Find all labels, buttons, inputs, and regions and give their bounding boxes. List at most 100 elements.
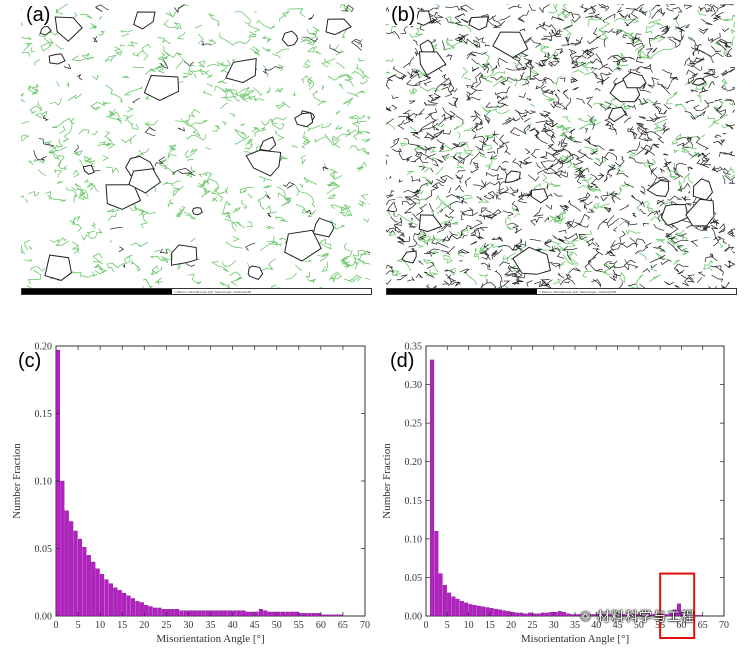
boundary-segment — [436, 139, 445, 151]
boundary-segment — [415, 273, 423, 279]
boundary-segment — [106, 263, 115, 273]
boundary-segment — [154, 156, 165, 167]
boundary-segment — [656, 199, 666, 207]
boundary-segment — [473, 39, 481, 49]
boundary-segment — [390, 216, 398, 223]
boundary-segment — [517, 4, 520, 8]
histogram-bar — [570, 614, 575, 617]
grain-boundary-map-a — [21, 4, 370, 288]
scale-bar-fill-a — [22, 289, 172, 294]
histogram-bar — [685, 615, 690, 617]
boundary-segment — [87, 182, 95, 188]
boundary-segment — [142, 286, 144, 288]
boundary-segment — [481, 255, 490, 260]
boundary-segment — [279, 155, 288, 162]
boundary-segment — [132, 97, 141, 104]
boundary-segment — [472, 134, 485, 143]
boundary-segment — [560, 144, 571, 156]
grain-outline — [294, 112, 314, 128]
boundary-segment — [91, 222, 97, 229]
boundary-segment — [442, 107, 453, 121]
boundary-segment — [441, 221, 447, 230]
boundary-segment — [552, 57, 560, 63]
boundary-segment — [421, 176, 434, 187]
boundary-segment — [477, 144, 492, 159]
boundary-segment — [480, 278, 488, 288]
boundary-segment — [566, 41, 576, 46]
boundary-segment — [241, 90, 255, 100]
boundary-segment — [53, 169, 63, 179]
boundary-segment — [684, 99, 695, 104]
boundary-segment — [330, 204, 346, 214]
boundary-segment — [660, 259, 672, 266]
boundary-segment — [470, 152, 486, 165]
boundary-segment — [132, 66, 145, 69]
boundary-segment — [556, 30, 563, 36]
boundary-segment — [676, 136, 692, 147]
boundary-segment — [633, 38, 641, 44]
boundary-segment — [409, 126, 417, 132]
histogram-bar — [519, 612, 524, 617]
boundary-segment — [184, 147, 198, 159]
boundary-segment — [326, 181, 339, 187]
boundary-segment — [568, 240, 579, 247]
boundary-segment — [557, 157, 569, 163]
boundary-segment — [608, 148, 615, 151]
y-tick-label: 0.20 — [35, 342, 53, 353]
boundary-segment — [71, 94, 78, 99]
boundary-segment — [507, 74, 523, 81]
y-tick-label: 0.25 — [405, 419, 423, 430]
boundary-segment — [656, 105, 668, 115]
boundary-segment — [620, 217, 630, 227]
boundary-segment — [604, 118, 615, 126]
boundary-segment — [63, 63, 72, 70]
boundary-segment — [394, 225, 402, 232]
histogram-bar — [325, 614, 330, 617]
x-tick-label: 35 — [206, 620, 216, 631]
boundary-segment — [508, 5, 522, 10]
histogram-bar — [587, 614, 592, 617]
boundary-segment — [41, 110, 48, 120]
boundary-segment — [653, 223, 665, 231]
boundary-segment — [687, 63, 693, 68]
boundary-segment — [590, 150, 598, 156]
histogram-bar — [506, 611, 511, 617]
histogram-bar — [289, 611, 294, 617]
histogram-bar — [459, 601, 464, 617]
histogram-bar — [625, 614, 630, 617]
boundary-segment — [608, 265, 625, 270]
boundary-segment — [354, 257, 366, 265]
boundary-segment — [722, 132, 727, 135]
boundary-segment — [562, 246, 578, 251]
boundary-segment — [431, 237, 449, 248]
boundary-segment — [535, 120, 548, 124]
boundary-segment — [666, 236, 676, 240]
boundary-segment — [454, 14, 463, 26]
boundary-segment — [277, 64, 284, 71]
boundary-segment — [653, 118, 668, 127]
boundary-segment — [491, 130, 499, 137]
boundary-segment — [335, 110, 341, 115]
boundary-segment — [687, 166, 694, 171]
boundary-segment — [600, 263, 612, 275]
boundary-segment — [674, 284, 681, 288]
boundary-segment — [481, 104, 498, 116]
scale-bar-fill-b — [387, 289, 537, 294]
boundary-segment — [540, 85, 550, 94]
boundary-segment — [654, 132, 665, 144]
boundary-segment — [162, 180, 181, 187]
x-tick-label: 25 — [161, 620, 171, 631]
boundary-segment — [74, 12, 78, 17]
boundary-segment — [447, 274, 455, 282]
boundary-segment — [318, 238, 332, 250]
boundary-segment — [545, 149, 558, 156]
boundary-segment — [698, 86, 708, 94]
boundary-segment — [487, 263, 491, 268]
boundary-segment — [262, 47, 272, 53]
boundary-segment — [480, 207, 492, 214]
boundary-segment — [414, 47, 420, 57]
boundary-segment — [28, 269, 42, 285]
boundary-segment — [667, 195, 682, 201]
histogram-bar — [630, 614, 635, 617]
boundary-segment — [614, 156, 625, 167]
